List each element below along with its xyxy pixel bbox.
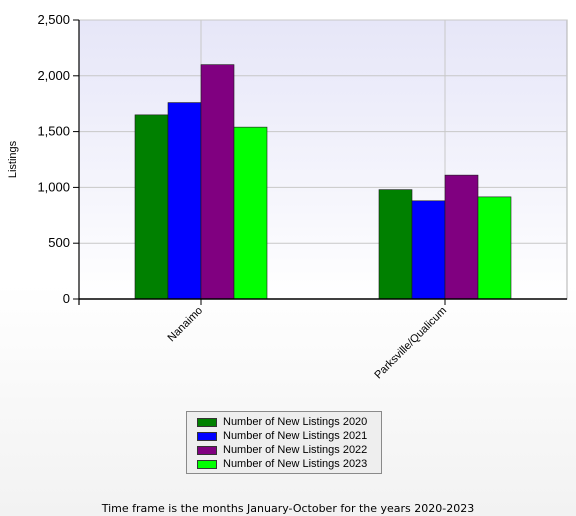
bar: [444, 174, 479, 300]
legend-label: Number of New Listings 2022: [223, 444, 368, 456]
bar: [134, 114, 169, 300]
y-tick-label: 0: [63, 291, 70, 306]
y-tick-label: 1,000: [37, 179, 70, 194]
legend-swatch: [197, 431, 217, 441]
legend-item: Number of New Listings 2021: [187, 429, 381, 443]
legend-item: Number of New Listings 2023: [187, 457, 381, 471]
legend-swatch: [197, 459, 217, 469]
y-tick-label: 2,000: [37, 68, 70, 83]
legend-swatch: [197, 445, 217, 455]
footnote: Time frame is the months January-October…: [101, 502, 475, 515]
bar: [477, 196, 512, 300]
bars: [134, 64, 512, 300]
bar: [233, 126, 268, 300]
bar-chart: 0 500 1,000 1,500 2,000 2,500 Nanaimo Parksvill…: [7, 12, 568, 382]
y-tick-label: 1,500: [37, 124, 70, 139]
legend-label: Number of New Listings 2020: [223, 416, 368, 428]
x-tick-label: Nanaimo: [166, 305, 206, 345]
x-tick-label: Parksville/Qualicum: [372, 305, 449, 382]
bar: [411, 200, 446, 300]
y-tick-label: 2,500: [37, 12, 70, 27]
bar: [200, 64, 235, 300]
legend: Number of New Listings 2020 Number of New…: [186, 411, 382, 474]
legend-label: Number of New Listings 2023: [223, 458, 368, 470]
y-tick-label: 500: [48, 235, 70, 250]
legend-item: Number of New Listings 2020: [187, 415, 381, 429]
bar: [167, 102, 202, 300]
axes: [73, 19, 567, 305]
legend-swatch: [197, 417, 217, 427]
legend-label: Number of New Listings 2021: [223, 430, 368, 442]
bar: [378, 189, 413, 300]
legend-item: Number of New Listings 2022: [187, 443, 381, 457]
y-axis-title: Listings: [7, 140, 19, 178]
